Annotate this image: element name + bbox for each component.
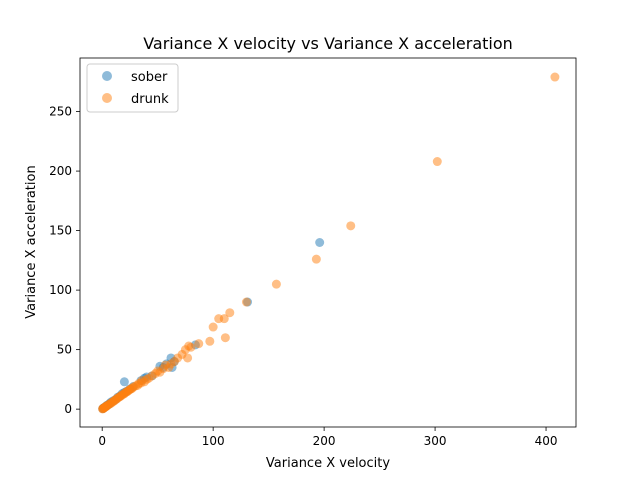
point-sober-19 <box>119 377 129 387</box>
y-axis-ticks: 0 50 100 150 200 250 <box>49 105 80 416</box>
point-drunk-64 <box>271 279 281 289</box>
points-layer <box>98 72 560 414</box>
plot-frame <box>79 57 577 428</box>
point-drunk-66 <box>346 221 356 231</box>
y-tick-label: 200 <box>49 164 72 178</box>
legend: sober drunk <box>86 63 179 113</box>
y-tick-label: 250 <box>49 105 72 119</box>
y-tick-label: 0 <box>64 402 72 416</box>
point-drunk-53 <box>183 353 193 363</box>
x-tick-label: 200 <box>313 434 336 448</box>
chart-title: Variance X velocity vs Variance X accele… <box>143 34 513 53</box>
legend-marker-drunk <box>102 93 112 103</box>
point-drunk-55 <box>186 342 196 352</box>
x-tick-label: 300 <box>424 434 447 448</box>
x-axis-ticks: 0 100 200 300 400 <box>98 427 557 448</box>
x-axis-label: Variance X velocity <box>266 456 390 471</box>
legend-marker-sober <box>102 71 112 81</box>
y-tick-label: 150 <box>49 224 72 238</box>
point-sober-32 <box>315 238 325 247</box>
y-tick-label: 50 <box>57 343 72 357</box>
legend-label-drunk: drunk <box>131 92 169 107</box>
point-drunk-62 <box>225 308 235 318</box>
point-drunk-61 <box>220 333 230 343</box>
x-tick-label: 100 <box>202 434 225 448</box>
point-drunk-60 <box>219 314 229 324</box>
point-drunk-63 <box>241 297 251 307</box>
point-drunk-56 <box>194 339 204 349</box>
point-drunk-67 <box>432 157 442 167</box>
point-drunk-58 <box>208 322 218 332</box>
point-drunk-68 <box>550 72 560 82</box>
point-drunk-57 <box>205 336 215 346</box>
legend-label-sober: sober <box>131 70 168 85</box>
point-drunk-65 <box>311 254 321 264</box>
y-axis-label: Variance X acceleration <box>24 165 39 318</box>
x-tick-label: 400 <box>535 434 558 448</box>
y-tick-label: 100 <box>49 283 72 297</box>
x-tick-label: 0 <box>98 434 106 448</box>
